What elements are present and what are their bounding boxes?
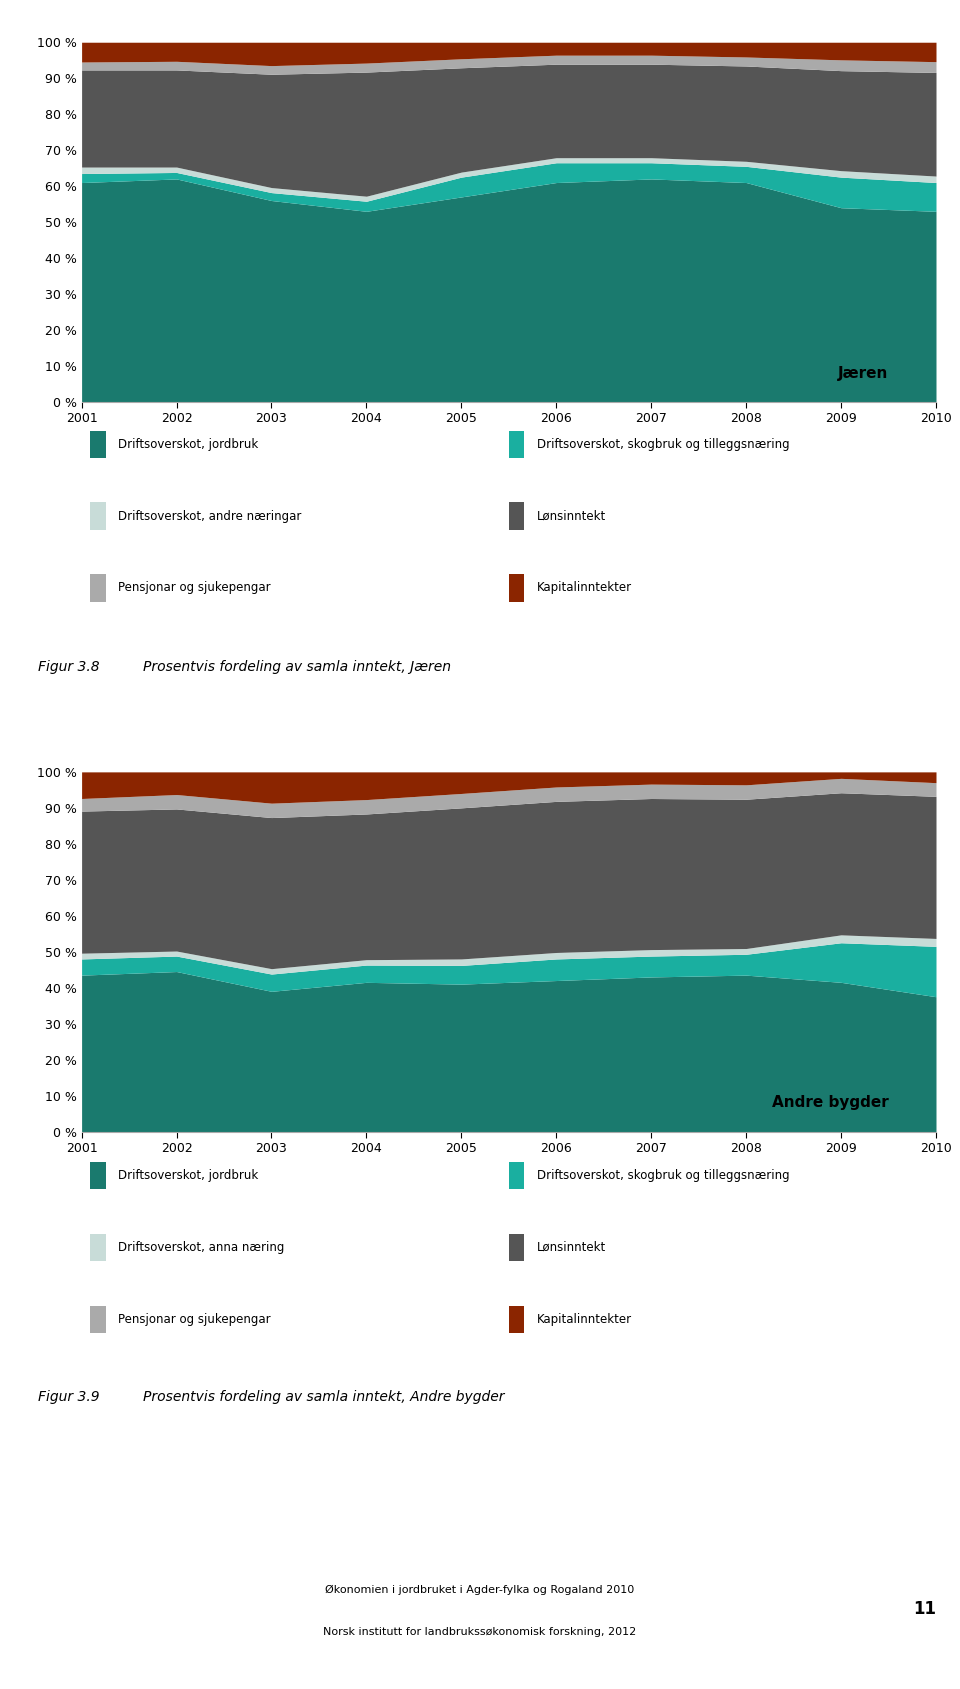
Bar (90, 574, 106, 601)
Bar (90, 1162, 106, 1189)
Text: Jæren: Jæren (838, 367, 889, 380)
Text: Prosentvis fordeling av samla inntekt, Jæren: Prosentvis fordeling av samla inntekt, J… (143, 660, 451, 674)
Bar (90, 1306, 106, 1333)
Bar (509, 1162, 524, 1189)
Text: Figur 3.8: Figur 3.8 (38, 660, 100, 674)
Text: Figur 3.9: Figur 3.9 (38, 1390, 100, 1404)
Text: Driftsoverskot, jordbruk: Driftsoverskot, jordbruk (118, 437, 258, 451)
Text: Prosentvis fordeling av samla inntekt, Andre bygder: Prosentvis fordeling av samla inntekt, A… (143, 1390, 505, 1404)
Text: Lønsinntekt: Lønsinntekt (537, 510, 607, 522)
Text: Andre bygder: Andre bygder (772, 1096, 889, 1110)
Text: Norsk institutt for landbrukssøkonomisk forskning, 2012: Norsk institutt for landbrukssøkonomisk … (324, 1627, 636, 1637)
Bar (509, 574, 524, 601)
Text: 11: 11 (913, 1599, 936, 1618)
Text: Driftsoverskot, skogbruk og tilleggsnæring: Driftsoverskot, skogbruk og tilleggsnæri… (537, 1169, 790, 1182)
Bar (90, 503, 106, 530)
Text: Driftsoverskot, skogbruk og tilleggsnæring: Driftsoverskot, skogbruk og tilleggsnæri… (537, 437, 790, 451)
Bar (509, 503, 524, 530)
Text: Pensjonar og sjukepengar: Pensjonar og sjukepengar (118, 1312, 271, 1326)
Text: Driftsoverskot, anna næring: Driftsoverskot, anna næring (118, 1241, 285, 1253)
Text: Økonomien i jordbruket i Agder-fylka og Rogaland 2010: Økonomien i jordbruket i Agder-fylka og … (325, 1584, 635, 1596)
Text: Pensjonar og sjukepengar: Pensjonar og sjukepengar (118, 581, 271, 595)
Bar (509, 431, 524, 458)
Bar (509, 1233, 524, 1262)
Text: Driftsoverskot, andre næringar: Driftsoverskot, andre næringar (118, 510, 301, 522)
Text: Driftsoverskot, jordbruk: Driftsoverskot, jordbruk (118, 1169, 258, 1182)
Text: Lønsinntekt: Lønsinntekt (537, 1241, 607, 1253)
Bar (509, 1306, 524, 1333)
Text: Kapitalinntekter: Kapitalinntekter (537, 581, 632, 595)
Bar (90, 1233, 106, 1262)
Bar (90, 431, 106, 458)
Text: Kapitalinntekter: Kapitalinntekter (537, 1312, 632, 1326)
